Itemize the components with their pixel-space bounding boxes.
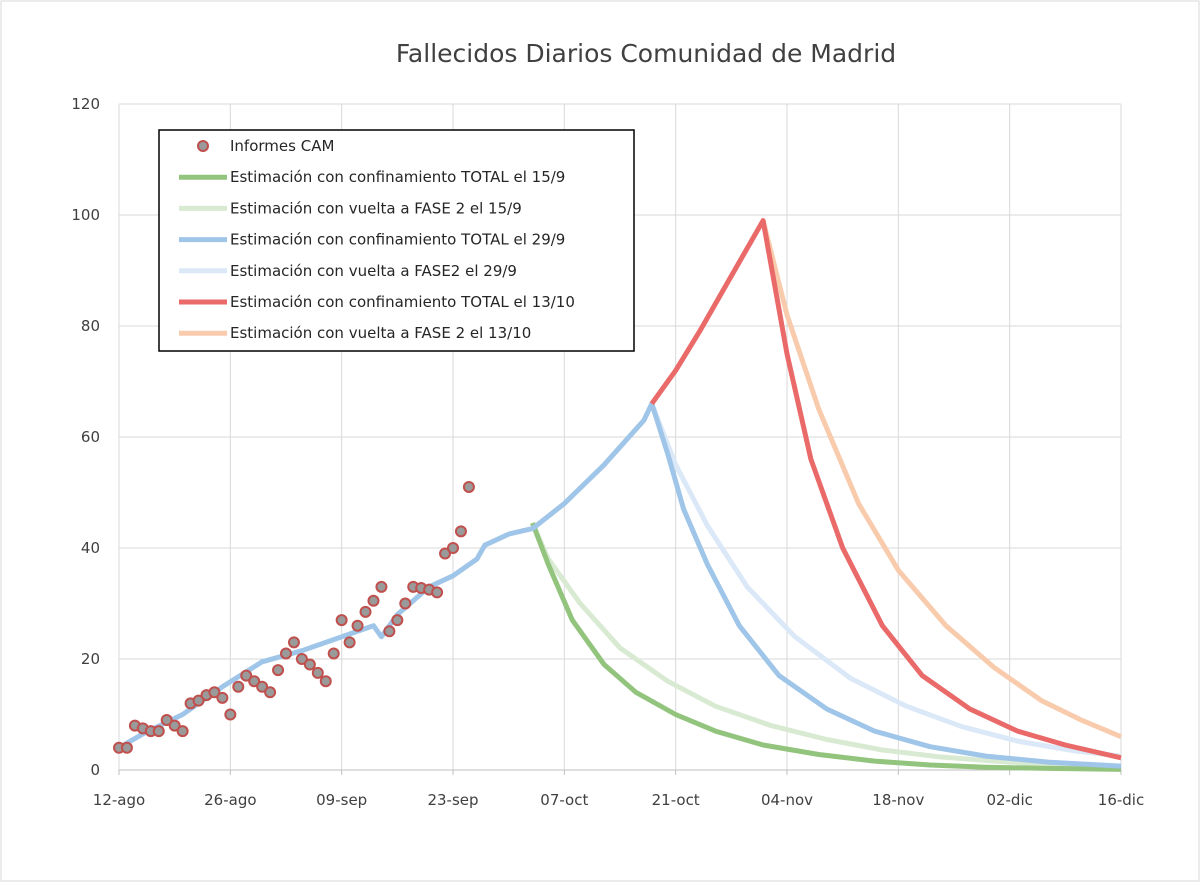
- data-point: [319, 675, 332, 688]
- data-point: [431, 586, 444, 599]
- data-point: [383, 625, 396, 638]
- legend: Informes CAM Estimación con confinamiento…: [158, 129, 635, 352]
- data-point: [240, 669, 253, 682]
- data-point: [160, 714, 173, 727]
- data-point: [224, 708, 237, 721]
- series-group: [113, 218, 1122, 772]
- x-tick-label: 23-sep: [427, 791, 478, 809]
- data-point: [447, 542, 459, 554]
- legend-label: Estimación con confinamiento TOTAL el 29…: [230, 231, 565, 249]
- data-point: [256, 680, 269, 693]
- data-point: [327, 647, 340, 660]
- data-point: [280, 647, 292, 660]
- series-line-1: [530, 522, 1122, 772]
- y-tick-label: 100: [71, 206, 100, 224]
- x-tick-label: 18-nov: [872, 791, 924, 809]
- series-line-3: [117, 401, 1122, 769]
- legend-label: Estimación con vuelta a FASE 2 el 13/10: [230, 324, 531, 342]
- axes: 0 20 40 60 80 100 120 12-ago 26-ago 09-sep 23-sep 0…: [71, 95, 1144, 809]
- data-point: [359, 605, 372, 618]
- data-point: [351, 619, 364, 632]
- y-tick-label: 20: [81, 650, 100, 668]
- legend-marker: [197, 140, 209, 152]
- legend-label: Estimación con vuelta a FASE2 el 29/9: [230, 262, 517, 280]
- data-point: [152, 725, 165, 738]
- x-tick-label: 04-nov: [761, 791, 813, 809]
- data-point: [216, 691, 229, 704]
- y-tick-label: 120: [71, 95, 100, 113]
- y-tick-label: 40: [81, 539, 100, 557]
- series-line-2: [530, 521, 1122, 770]
- data-point: [176, 725, 189, 738]
- data-point: [192, 694, 205, 707]
- legend-label: Estimación con confinamiento TOTAL el 13…: [230, 293, 575, 311]
- data-point: [272, 664, 285, 677]
- y-tick-label: 80: [81, 317, 100, 335]
- x-tick-label: 07-oct: [540, 791, 588, 809]
- data-point: [343, 636, 356, 649]
- series-line-6: [760, 219, 1122, 740]
- x-tick-label: 02-dic: [986, 791, 1032, 809]
- data-point: [232, 680, 245, 693]
- legend-label: Informes CAM: [230, 137, 334, 155]
- legend-label: Estimación con vuelta a FASE 2 el 15/9: [230, 199, 522, 217]
- data-point: [439, 547, 452, 560]
- legend-box: [158, 129, 635, 352]
- data-point: [264, 686, 277, 699]
- data-point: [303, 658, 316, 671]
- legend-label: Estimación con confinamiento TOTAL el 15…: [230, 168, 565, 186]
- series-line-5: [649, 218, 1122, 761]
- data-point: [454, 525, 467, 538]
- chart-title: Fallecidos Diarios Comunidad de Madrid: [396, 39, 896, 68]
- data-point: [391, 614, 404, 627]
- data-point: [248, 675, 261, 688]
- x-tick-label: 21-oct: [652, 791, 700, 809]
- data-point: [462, 480, 475, 493]
- data-point: [295, 653, 308, 665]
- data-point: [168, 719, 181, 732]
- data-point: [367, 594, 380, 607]
- data-point: [399, 597, 412, 610]
- data-point: [375, 580, 388, 593]
- data-point: [208, 686, 221, 699]
- x-tick-label: 16-dic: [1098, 791, 1144, 809]
- data-point: [120, 741, 133, 754]
- x-tick-label: 09-sep: [316, 791, 367, 809]
- x-tick-label: 12-ago: [93, 791, 145, 809]
- y-tick-label: 0: [90, 761, 100, 779]
- y-tick-label: 60: [81, 428, 100, 446]
- x-tick-label: 26-ago: [204, 791, 256, 809]
- data-point: [287, 636, 300, 649]
- data-point: [311, 666, 324, 679]
- series-line-4: [649, 402, 1122, 759]
- data-point: [335, 614, 348, 627]
